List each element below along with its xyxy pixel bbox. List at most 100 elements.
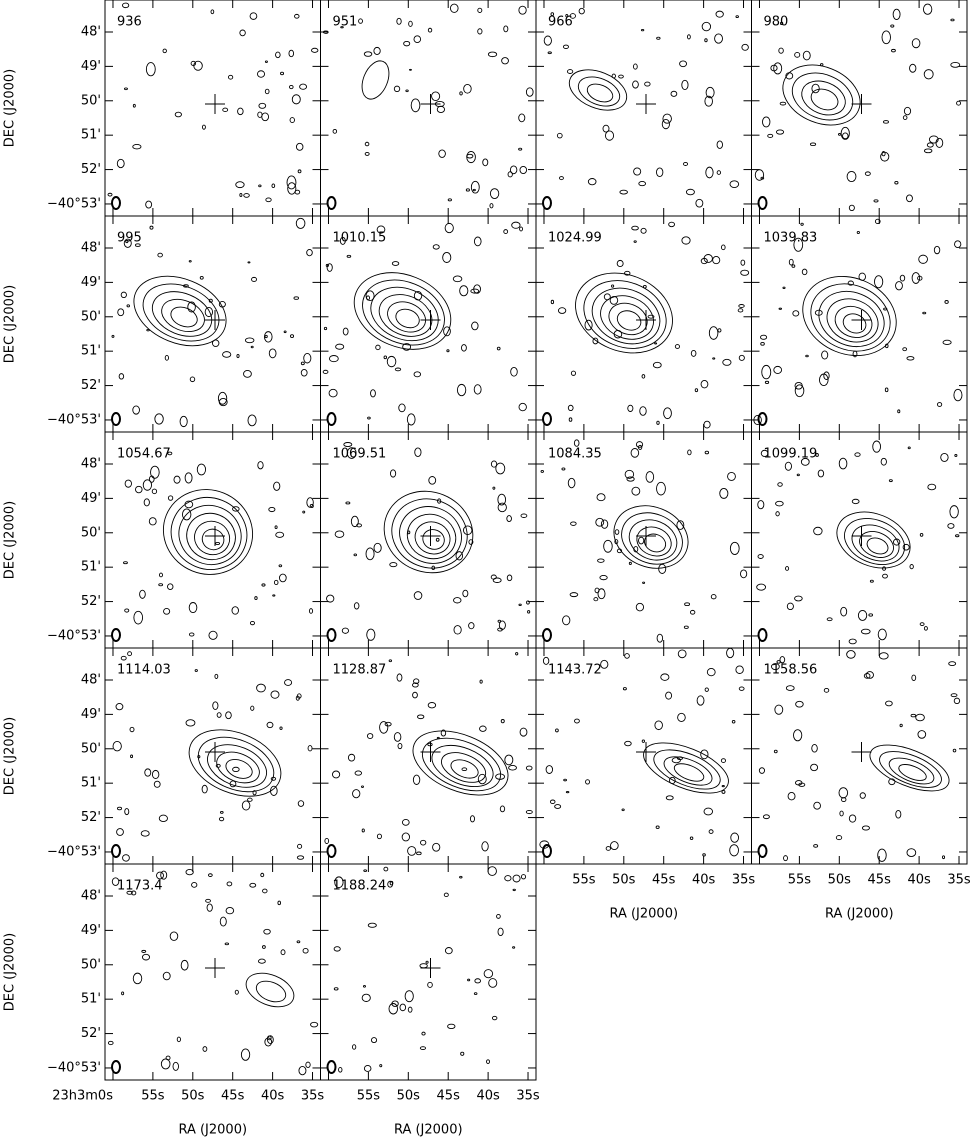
emission-contour: [879, 751, 942, 788]
noise-contour: [953, 697, 961, 705]
noise-contour: [775, 129, 785, 135]
noise-contour: [592, 337, 599, 345]
y-tick-label: 52': [81, 1026, 101, 1041]
y-tick-label: 51': [81, 560, 101, 575]
noise-contour: [483, 969, 494, 979]
noise-contour: [492, 486, 496, 490]
noise-contour: [443, 326, 451, 337]
noise-contour: [918, 254, 928, 264]
beam: [542, 196, 552, 210]
noise-contour: [915, 713, 925, 722]
noise-contour: [813, 844, 819, 848]
noise-contour: [595, 517, 605, 527]
noise-contour: [556, 132, 563, 139]
noise-contour: [543, 35, 552, 46]
noise-contour: [189, 376, 196, 383]
noise-contour: [500, 719, 505, 724]
noise-contour: [447, 1023, 456, 1030]
panel: 1143.72 55s 50s 45s 40s 35s RA (J2000): [535, 647, 755, 922]
noise-contour: [452, 275, 463, 283]
noise-contour: [518, 5, 527, 15]
noise-contour: [554, 804, 562, 809]
noise-contour: [758, 767, 766, 774]
noise-contour: [779, 101, 787, 106]
noise-contour: [455, 551, 464, 561]
noise-contour: [656, 633, 664, 643]
noise-contour: [519, 226, 523, 232]
emission-contour: [216, 751, 260, 784]
noise-contour: [559, 176, 564, 181]
noise-contour: [509, 165, 518, 175]
noise-contour: [741, 43, 749, 51]
noise-contour: [352, 1044, 357, 1050]
x-tick-label: 50s: [828, 873, 852, 888]
noise-contour: [520, 874, 527, 880]
noise-contour: [148, 517, 157, 526]
pointing-cross: [851, 310, 872, 330]
noise-contour: [716, 140, 723, 149]
noise-contour: [296, 142, 304, 151]
noise-contour: [823, 687, 830, 693]
noise-contour: [438, 149, 446, 158]
emission-contour: [378, 294, 433, 337]
noise-contour: [770, 64, 778, 72]
noise-contour: [594, 587, 600, 594]
noise-contour: [413, 35, 422, 44]
panel: 936 48' 49' 50' 51' 52' −40°53' DEC (J2000): [3, 0, 321, 217]
noise-contour: [878, 652, 889, 660]
x-tick-label: 55s: [357, 1089, 381, 1104]
noise-contour: [491, 1015, 498, 1021]
y-tick-label: 50': [81, 93, 101, 108]
noise-contour: [487, 51, 498, 58]
emission-contour: [395, 308, 420, 329]
emission-contour: [834, 305, 873, 338]
noise-contour: [149, 225, 154, 230]
noise-contour: [346, 254, 352, 258]
noise-contour: [566, 69, 574, 74]
noise-contour: [302, 947, 309, 954]
noise-contour: [154, 413, 164, 425]
noise-contour: [687, 449, 692, 456]
noise-contour: [191, 881, 198, 888]
noise-contour: [587, 178, 597, 186]
noise-contour: [271, 183, 276, 189]
channel-label: 1158.56: [764, 663, 818, 678]
noise-contour: [111, 334, 115, 338]
noise-contour: [435, 537, 440, 542]
noise-contour: [656, 167, 664, 178]
pointing-cross: [851, 742, 872, 762]
noise-contour: [520, 513, 528, 518]
noise-contour: [655, 825, 660, 829]
beam: [326, 1060, 337, 1074]
panel: 1069.51: [320, 431, 537, 649]
noise-contour: [459, 91, 463, 96]
noise-contour: [811, 744, 818, 753]
noise-contour: [632, 80, 639, 89]
noise-contour: [704, 95, 713, 107]
noise-contour: [633, 63, 638, 70]
noise-contour: [334, 530, 345, 538]
noise-contour: [567, 477, 576, 489]
noise-contour: [917, 730, 927, 739]
noise-contour: [202, 1046, 208, 1052]
noise-contour: [565, 790, 570, 794]
noise-contour: [194, 669, 198, 672]
noise-contour: [167, 583, 174, 591]
noise-contour: [640, 28, 645, 32]
emission-contour: [133, 275, 227, 347]
channel-label: 1024.99: [548, 231, 602, 246]
noise-contour: [706, 668, 716, 677]
beam: [757, 412, 768, 426]
noise-contour: [284, 679, 293, 686]
panel-frame: [104, 863, 321, 1081]
noise-contour: [345, 501, 351, 505]
emission-contour: [406, 513, 457, 560]
noise-contour: [127, 651, 132, 657]
noise-contour: [363, 869, 368, 872]
emission-contour: [207, 744, 267, 788]
noise-contour: [453, 625, 462, 635]
noise-contour: [460, 1051, 465, 1056]
noise-contour: [872, 440, 881, 453]
pointing-cross: [205, 958, 225, 978]
x-tick-label: 50s: [612, 873, 636, 888]
